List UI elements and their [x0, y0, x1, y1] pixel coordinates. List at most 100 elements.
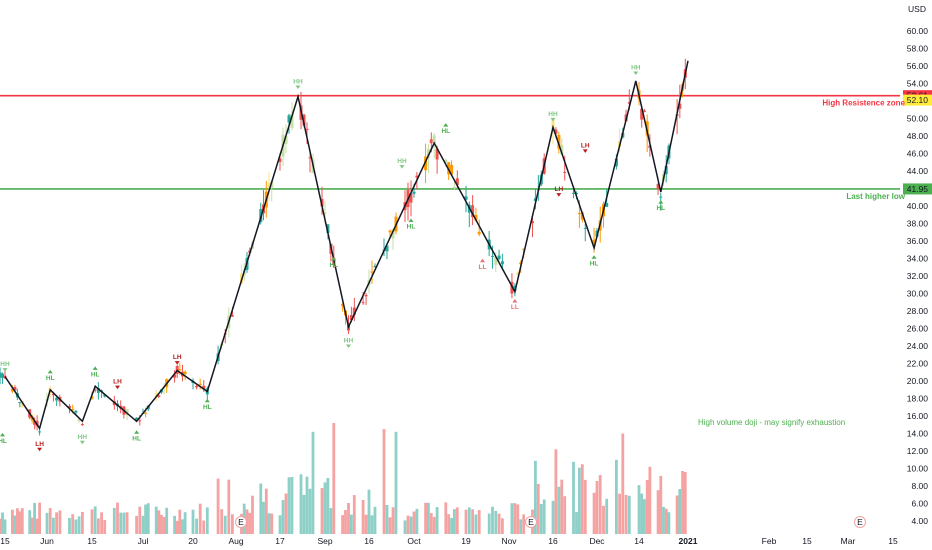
volume-bar	[30, 517, 34, 534]
candle-body	[352, 307, 356, 316]
volume-bar	[388, 517, 392, 534]
pivot-marker	[331, 257, 337, 261]
volume-bar	[198, 503, 202, 534]
candle-body	[583, 227, 587, 229]
pivot-label: LH	[555, 186, 564, 193]
pivot-marker	[658, 200, 664, 204]
volume-bar	[659, 475, 663, 534]
volume-bar	[48, 508, 52, 534]
pivot-label: HL	[656, 205, 665, 212]
volume-bar	[20, 508, 24, 534]
volume-bar	[38, 502, 41, 534]
volume-bar	[231, 514, 234, 534]
volume-bar	[510, 503, 514, 534]
y-tick-label: 60.00	[907, 26, 929, 36]
volume-bar	[223, 515, 227, 534]
candle-body	[391, 229, 395, 239]
x-tick-label: 2021	[679, 536, 698, 546]
volume-bar	[305, 476, 309, 534]
volume-bar	[251, 495, 254, 534]
candle-body	[183, 371, 187, 375]
y-tick-label: 38.00	[907, 219, 929, 229]
candle-body	[531, 221, 534, 224]
candle-body	[341, 304, 345, 307]
volume-bar	[154, 506, 158, 534]
pivot-label: HL	[203, 404, 212, 411]
candle-body	[135, 417, 139, 420]
volume-bar	[267, 513, 271, 534]
volume-bar	[220, 509, 224, 534]
candle-body	[444, 159, 448, 163]
candle-body	[195, 386, 199, 388]
candle-body	[678, 103, 682, 109]
volume-bar	[627, 495, 631, 534]
volume-bar	[74, 519, 78, 534]
volume-bar	[278, 515, 282, 534]
volume-bar	[494, 510, 498, 534]
candle-body	[290, 113, 294, 128]
volume-bar	[227, 479, 231, 534]
volume-bar	[551, 500, 555, 534]
x-tick-label: 19	[461, 536, 471, 546]
candle-body	[278, 158, 282, 162]
pivot-marker	[204, 398, 210, 403]
x-tick-label: Dec	[589, 536, 605, 546]
volume-bar	[453, 509, 456, 534]
volume-bar	[52, 517, 55, 534]
volume-bar	[311, 431, 315, 535]
volume-bar	[135, 515, 138, 534]
volume-bar	[352, 495, 356, 534]
candle-body	[361, 302, 365, 304]
volume-bar	[18, 511, 22, 534]
y-tick-label: 56.00	[907, 61, 929, 71]
candle-body	[68, 406, 71, 409]
candle-body	[80, 424, 84, 426]
volume-bar	[583, 479, 587, 534]
volume-bar	[643, 499, 646, 534]
volume-bar	[370, 515, 374, 534]
candle-body	[605, 203, 609, 207]
candle-body	[519, 262, 523, 265]
volume-bar	[373, 506, 377, 534]
volume-bar	[320, 488, 324, 534]
volume-bar	[656, 490, 660, 534]
pivot-marker	[92, 366, 98, 370]
volume-bar	[119, 512, 123, 534]
volume-bar	[216, 478, 220, 534]
candle-body	[452, 186, 456, 189]
pivot-label: HH	[293, 79, 303, 86]
x-tick-label: 20	[188, 536, 198, 546]
volume-bar	[592, 492, 596, 534]
pivot-label: HL	[407, 224, 416, 231]
pivot-label: HL	[590, 260, 599, 267]
volume-bar	[202, 520, 206, 534]
candle-body	[412, 191, 416, 194]
candle-body	[656, 183, 660, 189]
pivot-label: HL	[91, 371, 100, 378]
y-tick-label: 12.00	[907, 446, 929, 456]
candle-body	[364, 295, 368, 297]
candle-body	[554, 129, 558, 134]
volume-bar	[160, 514, 163, 534]
y-tick-label: 50.00	[907, 114, 929, 124]
pivot-marker	[480, 258, 486, 263]
price-label-text: 52.10	[907, 95, 929, 105]
candle-body	[326, 224, 330, 233]
volume-bar	[572, 461, 575, 534]
volume-bar	[675, 495, 679, 534]
volume-bar	[662, 506, 665, 534]
level-label: Last higher low	[846, 192, 905, 201]
volume-bar	[444, 502, 448, 534]
candle-body	[13, 387, 17, 391]
volume-bar	[595, 481, 599, 534]
volume-bar	[364, 514, 368, 534]
pivot-marker	[550, 117, 556, 122]
volume-bar	[112, 507, 116, 534]
pivot-label: HL	[132, 435, 141, 442]
volume-bar	[563, 496, 567, 534]
volume-bar	[427, 502, 430, 534]
volume-bar	[0, 518, 2, 534]
volume-bar	[361, 500, 365, 534]
volume-bar	[640, 493, 644, 534]
